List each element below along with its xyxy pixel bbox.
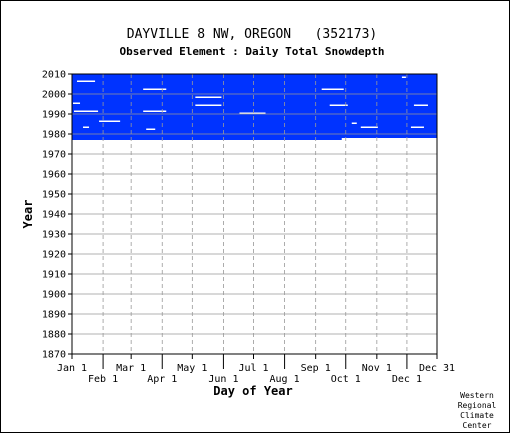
missing-gap-0 xyxy=(77,80,96,82)
x-tick-label-274: Oct 1 xyxy=(331,374,361,385)
x-tick-label-213: Aug 1 xyxy=(270,374,300,385)
x-tick-label-121: May 1 xyxy=(177,363,207,374)
y-tick-label-1900: 1900 xyxy=(42,290,66,301)
y-axis-label: Year xyxy=(21,200,35,229)
y-tick-label-2010: 2010 xyxy=(42,70,66,81)
plot-frame xyxy=(71,73,438,355)
missing-gap-5 xyxy=(143,88,167,90)
x-tick-label-244: Sep 1 xyxy=(301,363,331,374)
chart-subtitle: Observed Element : Daily Total Snowdepth xyxy=(120,45,385,58)
y-tick-label-1980: 1980 xyxy=(42,130,66,141)
y-tick-label-1960: 1960 xyxy=(42,170,66,181)
x-tick-label-335: Dec 1 xyxy=(392,374,422,385)
missing-gap-9 xyxy=(195,104,222,106)
data-block-1 xyxy=(72,138,342,140)
y-tick-label-1930: 1930 xyxy=(42,230,66,241)
x-tick-label-1: Jan 1 xyxy=(57,363,87,374)
x-tick-label-182: Jul 1 xyxy=(238,363,268,374)
credit-line-3: Climate xyxy=(460,411,494,420)
missing-gap-13 xyxy=(351,122,357,124)
x-tick-labels: Jan 1 Mar 1 May 1 Jul 1 Sep 1 Nov 1 Dec 31 Feb … xyxy=(57,363,455,385)
missing-gap-15 xyxy=(413,104,428,106)
x-tick-label-365: Dec 31 xyxy=(419,363,455,374)
missing-gap-17 xyxy=(401,76,406,78)
x-tick-label-91: Apr 1 xyxy=(147,374,177,385)
missing-gap-4 xyxy=(83,126,90,128)
x-axis-label: Day of Year xyxy=(213,384,292,398)
y-tick-label-1880: 1880 xyxy=(42,330,66,341)
missing-gap-11 xyxy=(321,88,344,90)
missing-gap-16 xyxy=(410,126,424,128)
x-tick-label-60: Mar 1 xyxy=(116,363,146,374)
y-tick-label-1950: 1950 xyxy=(42,190,66,201)
y-tick-label-1890: 1890 xyxy=(42,310,66,321)
missing-gap-6 xyxy=(143,110,167,112)
y-tick-label-1940: 1940 xyxy=(42,210,66,221)
missing-gap-10 xyxy=(239,112,266,114)
x-tick-label-305: Nov 1 xyxy=(362,363,392,374)
x-tick-label-152: Jun 1 xyxy=(208,374,238,385)
x-tick-label-32: Feb 1 xyxy=(88,374,118,385)
missing-gap-7 xyxy=(146,128,156,130)
y-tick-labels: 1870 1880 1890 1900 1910 1920 1930 1940 1950 1960… xyxy=(42,70,66,361)
credit-line-1: Western xyxy=(460,391,494,400)
missing-gap-3 xyxy=(73,102,81,104)
y-tick-label-1970: 1970 xyxy=(42,150,66,161)
missing-gap-1 xyxy=(74,110,99,112)
y-tick-label-2000: 2000 xyxy=(42,90,66,101)
missing-gap-14 xyxy=(360,126,378,128)
y-tick-label-1990: 1990 xyxy=(42,110,66,121)
missing-gap-2 xyxy=(99,120,121,122)
data-block-0 xyxy=(72,74,437,138)
chart-title: DAYVILLE 8 NW, OREGON (352173) xyxy=(127,27,377,42)
credit-line-2: Regional xyxy=(458,401,497,410)
y-tick-label-1910: 1910 xyxy=(42,270,66,281)
y-tick-label-1920: 1920 xyxy=(42,250,66,261)
data-layer xyxy=(72,74,437,140)
missing-gap-12 xyxy=(329,104,348,106)
y-tick-label-1870: 1870 xyxy=(42,350,66,361)
credit-line-4: Center xyxy=(463,421,492,430)
missing-gap-8 xyxy=(195,96,222,98)
